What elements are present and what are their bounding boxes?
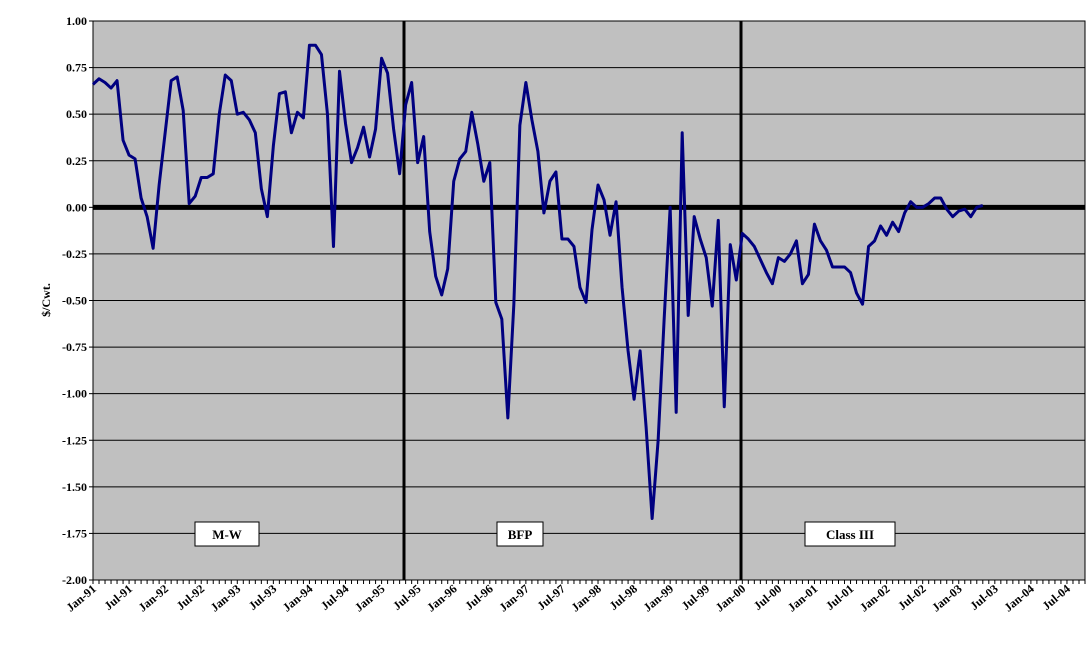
- annotation: Class III: [826, 527, 874, 542]
- annotation-box: [194, 521, 260, 547]
- x-tick-label: Jul-97: [534, 582, 568, 613]
- x-tick-label: Jul-04: [1039, 582, 1073, 613]
- y-tick-label: -0.75: [62, 340, 87, 354]
- x-tick-label: Jan-92: [136, 582, 172, 615]
- y-tick-label: 0.50: [66, 107, 87, 121]
- x-tick-label: Jan-93: [208, 582, 244, 615]
- x-tick-label: Jul-93: [246, 582, 280, 613]
- y-tick-label: -1.50: [62, 480, 87, 494]
- y-tick-label: -2.00: [62, 573, 87, 587]
- y-tick-label: 0.25: [66, 154, 87, 168]
- x-tick-label: Jan-01: [785, 582, 821, 615]
- x-tick-label: Jul-02: [895, 582, 929, 613]
- x-tick-label: Jan-97: [496, 582, 532, 615]
- y-tick-label: 1.00: [66, 14, 87, 28]
- x-tick-label: Jan-94: [280, 582, 316, 615]
- x-tick-label: Jan-99: [641, 582, 677, 615]
- x-tick-label: Jan-96: [424, 582, 460, 615]
- y-tick-label: -0.50: [62, 294, 87, 308]
- x-tick-label: Jul-92: [174, 582, 208, 613]
- x-tick-label: Jul-91: [101, 582, 135, 613]
- x-tick-label: Jul-00: [751, 582, 785, 613]
- x-tick-label: Jul-95: [390, 582, 424, 613]
- x-tick-label: Jan-02: [857, 582, 893, 615]
- y-tick-label: -1.75: [62, 526, 87, 540]
- y-tick-label: -1.25: [62, 433, 87, 447]
- x-tick-label: Jan-04: [1001, 582, 1037, 615]
- y-tick-label: 0.00: [66, 200, 87, 214]
- y-tick-label: -0.25: [62, 247, 87, 261]
- x-tick-label: Jul-99: [679, 582, 713, 613]
- y-axis-label: $/Cwt.: [39, 283, 53, 317]
- annotation-box: [496, 521, 544, 547]
- x-tick-label: Jul-03: [967, 582, 1001, 613]
- annotation: BFP: [508, 527, 533, 542]
- data-line: [91, 43, 984, 521]
- x-tick-label: Jan-98: [568, 582, 604, 615]
- x-tick-label: Jul-96: [462, 582, 496, 613]
- x-tick-label: Jul-94: [318, 582, 352, 613]
- annotation-box: [804, 521, 896, 547]
- x-tick-label: Jan-00: [713, 582, 749, 615]
- y-tick-label: 0.75: [66, 61, 87, 75]
- x-tick-label: Jan-95: [352, 582, 388, 615]
- annotation: M-W: [212, 527, 242, 542]
- x-tick-label: Jul-01: [823, 582, 857, 613]
- x-tick-label: Jan-03: [929, 582, 965, 615]
- y-tick-label: -1.00: [62, 387, 87, 401]
- x-tick-label: Jul-98: [606, 582, 640, 613]
